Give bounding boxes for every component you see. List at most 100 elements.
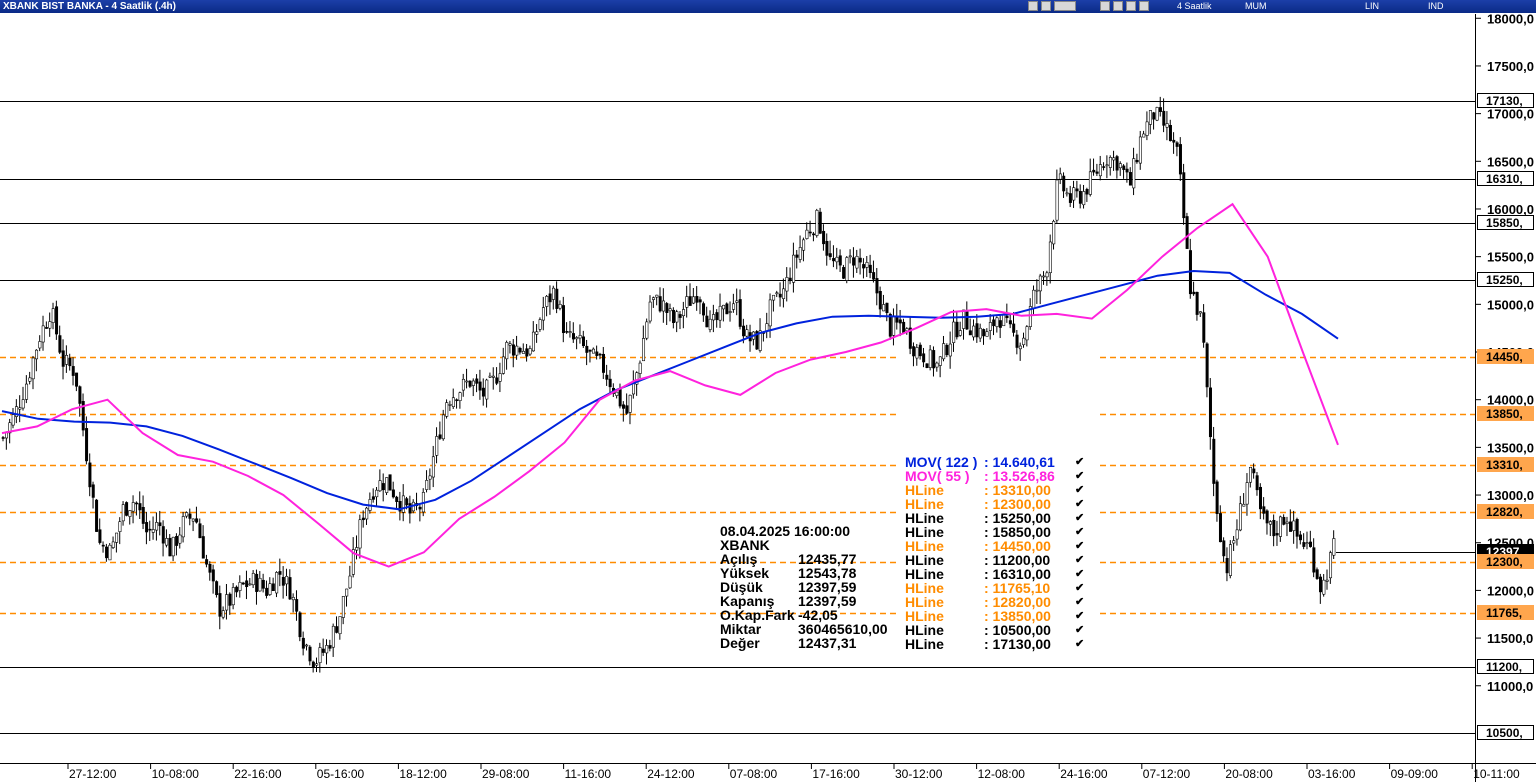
toolbar-lin[interactable]: LIN	[1365, 1, 1380, 11]
toolbar-ind[interactable]: IND	[1428, 1, 1444, 11]
candle-body	[311, 661, 315, 668]
legend-check-icon[interactable]: ✔	[1075, 526, 1085, 538]
candle-body	[928, 349, 932, 368]
legend-check-icon[interactable]: ✔	[1075, 512, 1085, 524]
legend-check-icon[interactable]: ✔	[1075, 610, 1085, 622]
candle-body	[1122, 165, 1126, 170]
info-row-value: Değer 12437,31	[720, 635, 857, 651]
draw-tool-icon[interactable]	[1041, 1, 1051, 11]
toolbar-period[interactable]: 4 Saatlik	[1177, 1, 1212, 11]
legend-name: HLine	[905, 524, 944, 540]
candle-body	[715, 312, 719, 321]
candle-body	[722, 304, 726, 310]
candle-body	[1035, 289, 1039, 292]
legend-check-icon[interactable]: ✔	[1075, 568, 1085, 580]
pen-tool-icon[interactable]	[1126, 1, 1136, 11]
legend-check-icon[interactable]: ✔	[1075, 554, 1085, 566]
candle-body	[555, 288, 559, 309]
legend-check-icon[interactable]: ✔	[1075, 470, 1085, 482]
candle-body	[228, 593, 232, 606]
candle-body	[1168, 125, 1172, 141]
candle-body	[708, 318, 712, 330]
candle-body	[758, 330, 762, 351]
zoom-tool-icon[interactable]	[1100, 1, 1110, 11]
candle-body	[1325, 579, 1329, 582]
grid-tool-icon[interactable]	[1113, 1, 1123, 11]
y-tick-label: 18000,0	[1487, 11, 1534, 26]
candle-body	[792, 254, 796, 283]
candle-body	[558, 303, 562, 309]
candle-body	[1305, 542, 1309, 545]
window-title: XBANK BIST BANKA - 4 Saatlik (.4h)	[3, 1, 176, 12]
candle-body	[935, 362, 939, 368]
legend-value: : 17130,00	[984, 636, 1051, 652]
candle-body	[1055, 179, 1059, 221]
candle-body	[1272, 519, 1276, 537]
candle-body	[275, 572, 279, 594]
candle-body	[561, 305, 565, 334]
candle-body	[1252, 468, 1256, 474]
candle-body	[635, 372, 639, 385]
candle-body	[1158, 107, 1162, 112]
candle-body	[81, 401, 85, 431]
candle-body	[1225, 558, 1229, 574]
legend-check-icon[interactable]: ✔	[1075, 596, 1085, 608]
y-tick-label: 15500,0	[1487, 250, 1534, 265]
candle-body	[28, 377, 32, 382]
candle-body	[328, 645, 332, 649]
candle-body	[155, 522, 159, 531]
candle-body	[198, 523, 202, 539]
y-tick-label: 17000,0	[1487, 107, 1534, 122]
legend-check-icon[interactable]: ✔	[1075, 484, 1085, 496]
y-tick-label: 14000,0	[1487, 393, 1534, 408]
y-tick-label: 13500,0	[1487, 440, 1534, 455]
candle-body	[1208, 387, 1212, 438]
y-tick-label: 17500,0	[1487, 59, 1534, 74]
settings-tool-icon[interactable]	[1139, 1, 1149, 11]
candle-body	[882, 304, 886, 312]
info-row-volume: Miktar 360465610,00	[720, 621, 888, 637]
candle-body	[341, 596, 345, 618]
candle-body	[115, 532, 119, 543]
candle-body	[1302, 542, 1306, 547]
candle-body	[278, 571, 282, 575]
candle-body	[965, 311, 969, 330]
candle-body	[1068, 193, 1072, 203]
candle-body	[782, 288, 786, 299]
candle-body	[775, 292, 779, 295]
legend-check-icon[interactable]: ✔	[1075, 498, 1085, 510]
candle-body	[908, 327, 912, 349]
candle-body	[478, 381, 482, 391]
candle-body	[225, 594, 229, 611]
legend-check-icon[interactable]: ✔	[1075, 456, 1085, 468]
candle-body	[105, 546, 109, 559]
cursor-tool-icon[interactable]	[1028, 1, 1038, 11]
candle-body	[451, 397, 455, 407]
candle-body	[1172, 139, 1176, 143]
legend-check-icon[interactable]: ✔	[1075, 582, 1085, 594]
candle-body	[468, 380, 472, 387]
candle-body	[728, 311, 732, 313]
candle-body	[195, 518, 199, 523]
candle-body	[1062, 175, 1066, 192]
candle-body	[381, 483, 385, 491]
candle-body	[905, 328, 909, 332]
candle-body	[1022, 337, 1026, 346]
candle-body	[732, 303, 736, 310]
candle-body	[665, 303, 669, 313]
candle-body	[822, 230, 826, 245]
toolbar-mum[interactable]: MUM	[1245, 1, 1267, 11]
candle-body	[798, 247, 802, 260]
candle-body	[331, 625, 335, 648]
legend-check-icon[interactable]: ✔	[1075, 540, 1085, 552]
indicator-tool-icon[interactable]	[1054, 1, 1076, 11]
candle-body	[68, 357, 72, 367]
candle-body	[688, 296, 692, 306]
candle-body	[988, 322, 992, 331]
candle-body	[1155, 107, 1159, 121]
candle-body	[548, 293, 552, 303]
legend-check-icon[interactable]: ✔	[1075, 624, 1085, 636]
legend-check-icon[interactable]: ✔	[1075, 638, 1085, 650]
candle-body	[1142, 133, 1146, 138]
